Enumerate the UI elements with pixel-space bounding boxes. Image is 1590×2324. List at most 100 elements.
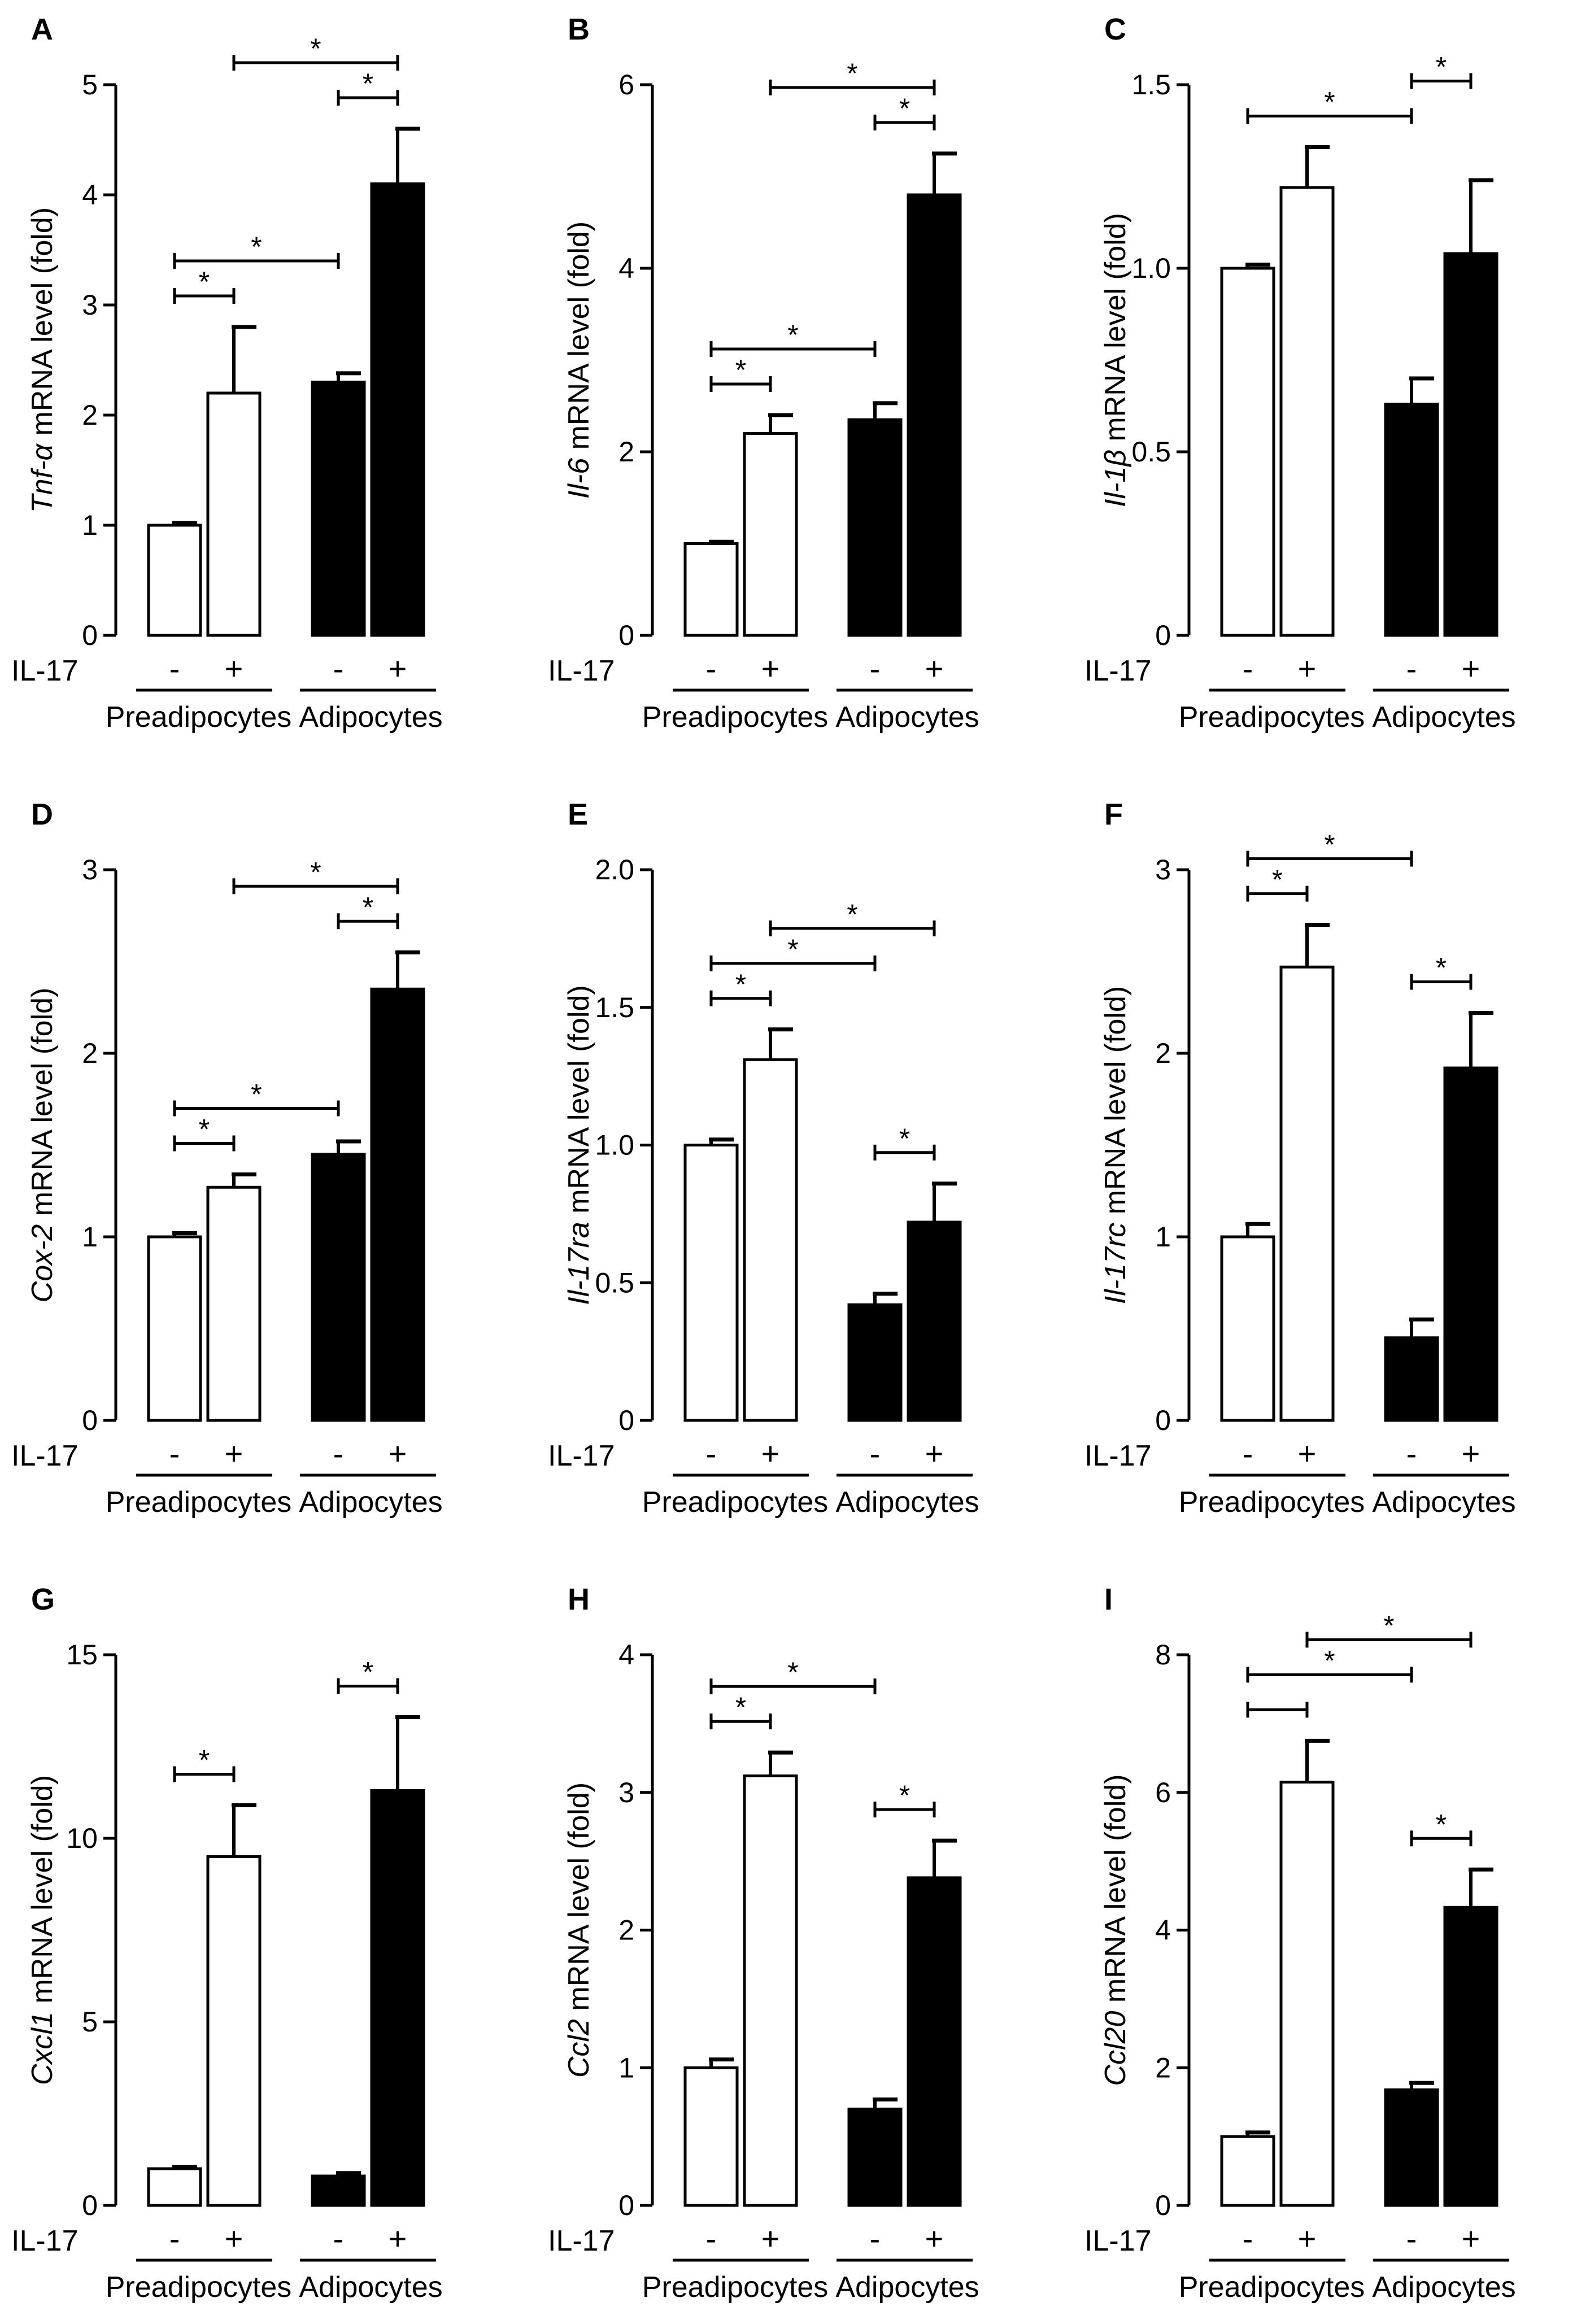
- treatment-label: IL-17: [1084, 1440, 1152, 1472]
- significance-star: *: [1324, 829, 1335, 861]
- treatment-plus: +: [225, 2221, 243, 2256]
- y-axis-label: Il-17ra mRNA level (fold): [563, 985, 595, 1305]
- panel-label: E: [568, 797, 588, 831]
- y-axis-label: Tnf-α mRNA level (fold): [26, 207, 59, 513]
- significance-bracket: [173, 288, 236, 304]
- bar: [311, 381, 366, 637]
- y-tick-label: 0: [82, 620, 98, 651]
- significance-bracket: [173, 1135, 236, 1152]
- significance-bracket: [873, 1802, 936, 1818]
- treatment-plus: +: [1462, 1436, 1480, 1471]
- panel-label: D: [31, 797, 53, 831]
- group-label-adipocytes: Adipocytes: [299, 2271, 442, 2304]
- y-tick-label: 0: [1155, 2190, 1171, 2221]
- treatment-plus: +: [225, 651, 243, 686]
- significance-star: *: [310, 856, 321, 888]
- y-tick-label: 0.5: [1131, 436, 1171, 468]
- y-axis-unit: mRNA level (fold): [1099, 1774, 1132, 2011]
- significance-star: *: [199, 1114, 210, 1145]
- y-axis-label: Cox-2 mRNA level (fold): [26, 988, 59, 1303]
- significance-star: *: [735, 969, 746, 1000]
- y-axis-label: Il-6 mRNA level (fold): [563, 221, 595, 499]
- y-axis-gene: Cxcl1: [26, 2012, 59, 2085]
- treatment-minus: -: [1243, 651, 1253, 686]
- significance-star: *: [251, 1079, 262, 1110]
- group-label-adipocytes: Adipocytes: [835, 1486, 979, 1519]
- bar: [147, 1235, 202, 1422]
- significance-star: *: [363, 891, 373, 923]
- y-axis-label: Ccl2 mRNA level (fold): [563, 1782, 595, 2078]
- y-axis-unit: mRNA level (fold): [1099, 986, 1132, 1223]
- treatment-minus: -: [1406, 2221, 1417, 2256]
- bar: [743, 432, 798, 637]
- y-axis-unit: mRNA level (fold): [563, 1782, 595, 2019]
- y-tick-label: 2: [1155, 1037, 1171, 1069]
- significance-star: *: [899, 93, 910, 124]
- bar: [683, 542, 739, 637]
- bar-chart-i: I 0 2 4 6 8 Ccl20 mRNA level (fold) * * * IL-17 - + -…: [1084, 1582, 1516, 2304]
- bar: [1220, 267, 1275, 637]
- bar: [1384, 1336, 1439, 1422]
- panel-g: G 0 5 10 15 Cxcl1 mRNA level (fold) * * IL-17 - + -…: [0, 1570, 517, 2321]
- y-tick-label: 0: [618, 2190, 634, 2221]
- treatment-plus: +: [225, 1436, 243, 1471]
- significance-star: *: [899, 1123, 910, 1154]
- y-tick-label: 1.5: [1131, 69, 1171, 101]
- significance-bracket: [709, 341, 877, 357]
- y-axis-gene: Il-17rc: [1099, 1223, 1132, 1304]
- bar: [907, 1220, 962, 1422]
- y-tick-label: 6: [618, 69, 634, 101]
- y-tick-label: 3: [82, 289, 98, 321]
- bar: [847, 2107, 903, 2207]
- significance-bracket: [709, 376, 772, 392]
- panel-label: A: [31, 12, 53, 46]
- bar: [1443, 1066, 1498, 1422]
- treatment-label: IL-17: [548, 655, 615, 687]
- significance-bracket: [1305, 1632, 1473, 1648]
- y-tick-label: 4: [618, 252, 634, 284]
- group-label-adipocytes: Adipocytes: [299, 1486, 442, 1519]
- significance-star: *: [251, 231, 262, 263]
- bar: [1279, 965, 1335, 1422]
- significance-bracket: [709, 1713, 772, 1730]
- y-axis-label: Cxcl1 mRNA level (fold): [26, 1775, 59, 2085]
- group-label-preadipocytes: Preadipocytes: [106, 1486, 292, 1519]
- treatment-minus: -: [1243, 2221, 1253, 2256]
- y-tick-label: 10: [66, 1822, 98, 1854]
- group-label-adipocytes: Adipocytes: [1372, 2271, 1515, 2304]
- y-axis-gene: Tnf-α: [26, 443, 59, 513]
- significance-star: *: [1272, 864, 1283, 896]
- treatment-plus: +: [925, 1436, 944, 1471]
- y-axis-gene: Ccl2: [563, 2019, 595, 2078]
- treatment-label: IL-17: [1084, 2225, 1152, 2257]
- y-axis-unit: mRNA level (fold): [26, 1775, 59, 2012]
- treatment-plus: +: [389, 1436, 407, 1471]
- bar: [311, 1153, 366, 1422]
- treatment-plus: +: [761, 2221, 780, 2256]
- group-label-preadipocytes: Preadipocytes: [642, 1486, 829, 1519]
- treatment-plus: +: [1298, 651, 1317, 686]
- group-label-adipocytes: Adipocytes: [1372, 1486, 1515, 1519]
- panel-label: C: [1104, 12, 1126, 46]
- significance-bracket: [769, 920, 936, 936]
- treatment-minus: -: [706, 651, 717, 686]
- y-axis-gene: Il-1β: [1099, 450, 1132, 507]
- significance-bracket: [1246, 108, 1413, 124]
- treatment-plus: +: [1298, 1436, 1317, 1471]
- group-label-preadipocytes: Preadipocytes: [106, 2271, 292, 2304]
- y-axis-unit: mRNA level (fold): [563, 985, 595, 1222]
- y-tick-label: 2: [1155, 2052, 1171, 2083]
- panel-f: F 0 1 2 3 Il-17rc mRNA level (fold) * * * IL-17 - +…: [1073, 785, 1590, 1536]
- bar: [311, 2174, 366, 2207]
- bar: [370, 182, 425, 637]
- bar: [907, 1876, 962, 2207]
- bar-chart-d: D 0 1 2 3 Cox-2 mRNA level (fold) * * * * IL-17 - + -…: [11, 797, 443, 1519]
- bar: [1279, 1780, 1335, 2207]
- significance-bracket: [769, 79, 936, 95]
- treatment-minus: -: [169, 651, 180, 686]
- bar-chart-f: F 0 1 2 3 Il-17rc mRNA level (fold) * * * IL-17 - +…: [1084, 797, 1516, 1519]
- significance-bracket: [1410, 1830, 1473, 1847]
- y-tick-label: 3: [1155, 854, 1171, 886]
- significance-star: *: [1436, 952, 1447, 984]
